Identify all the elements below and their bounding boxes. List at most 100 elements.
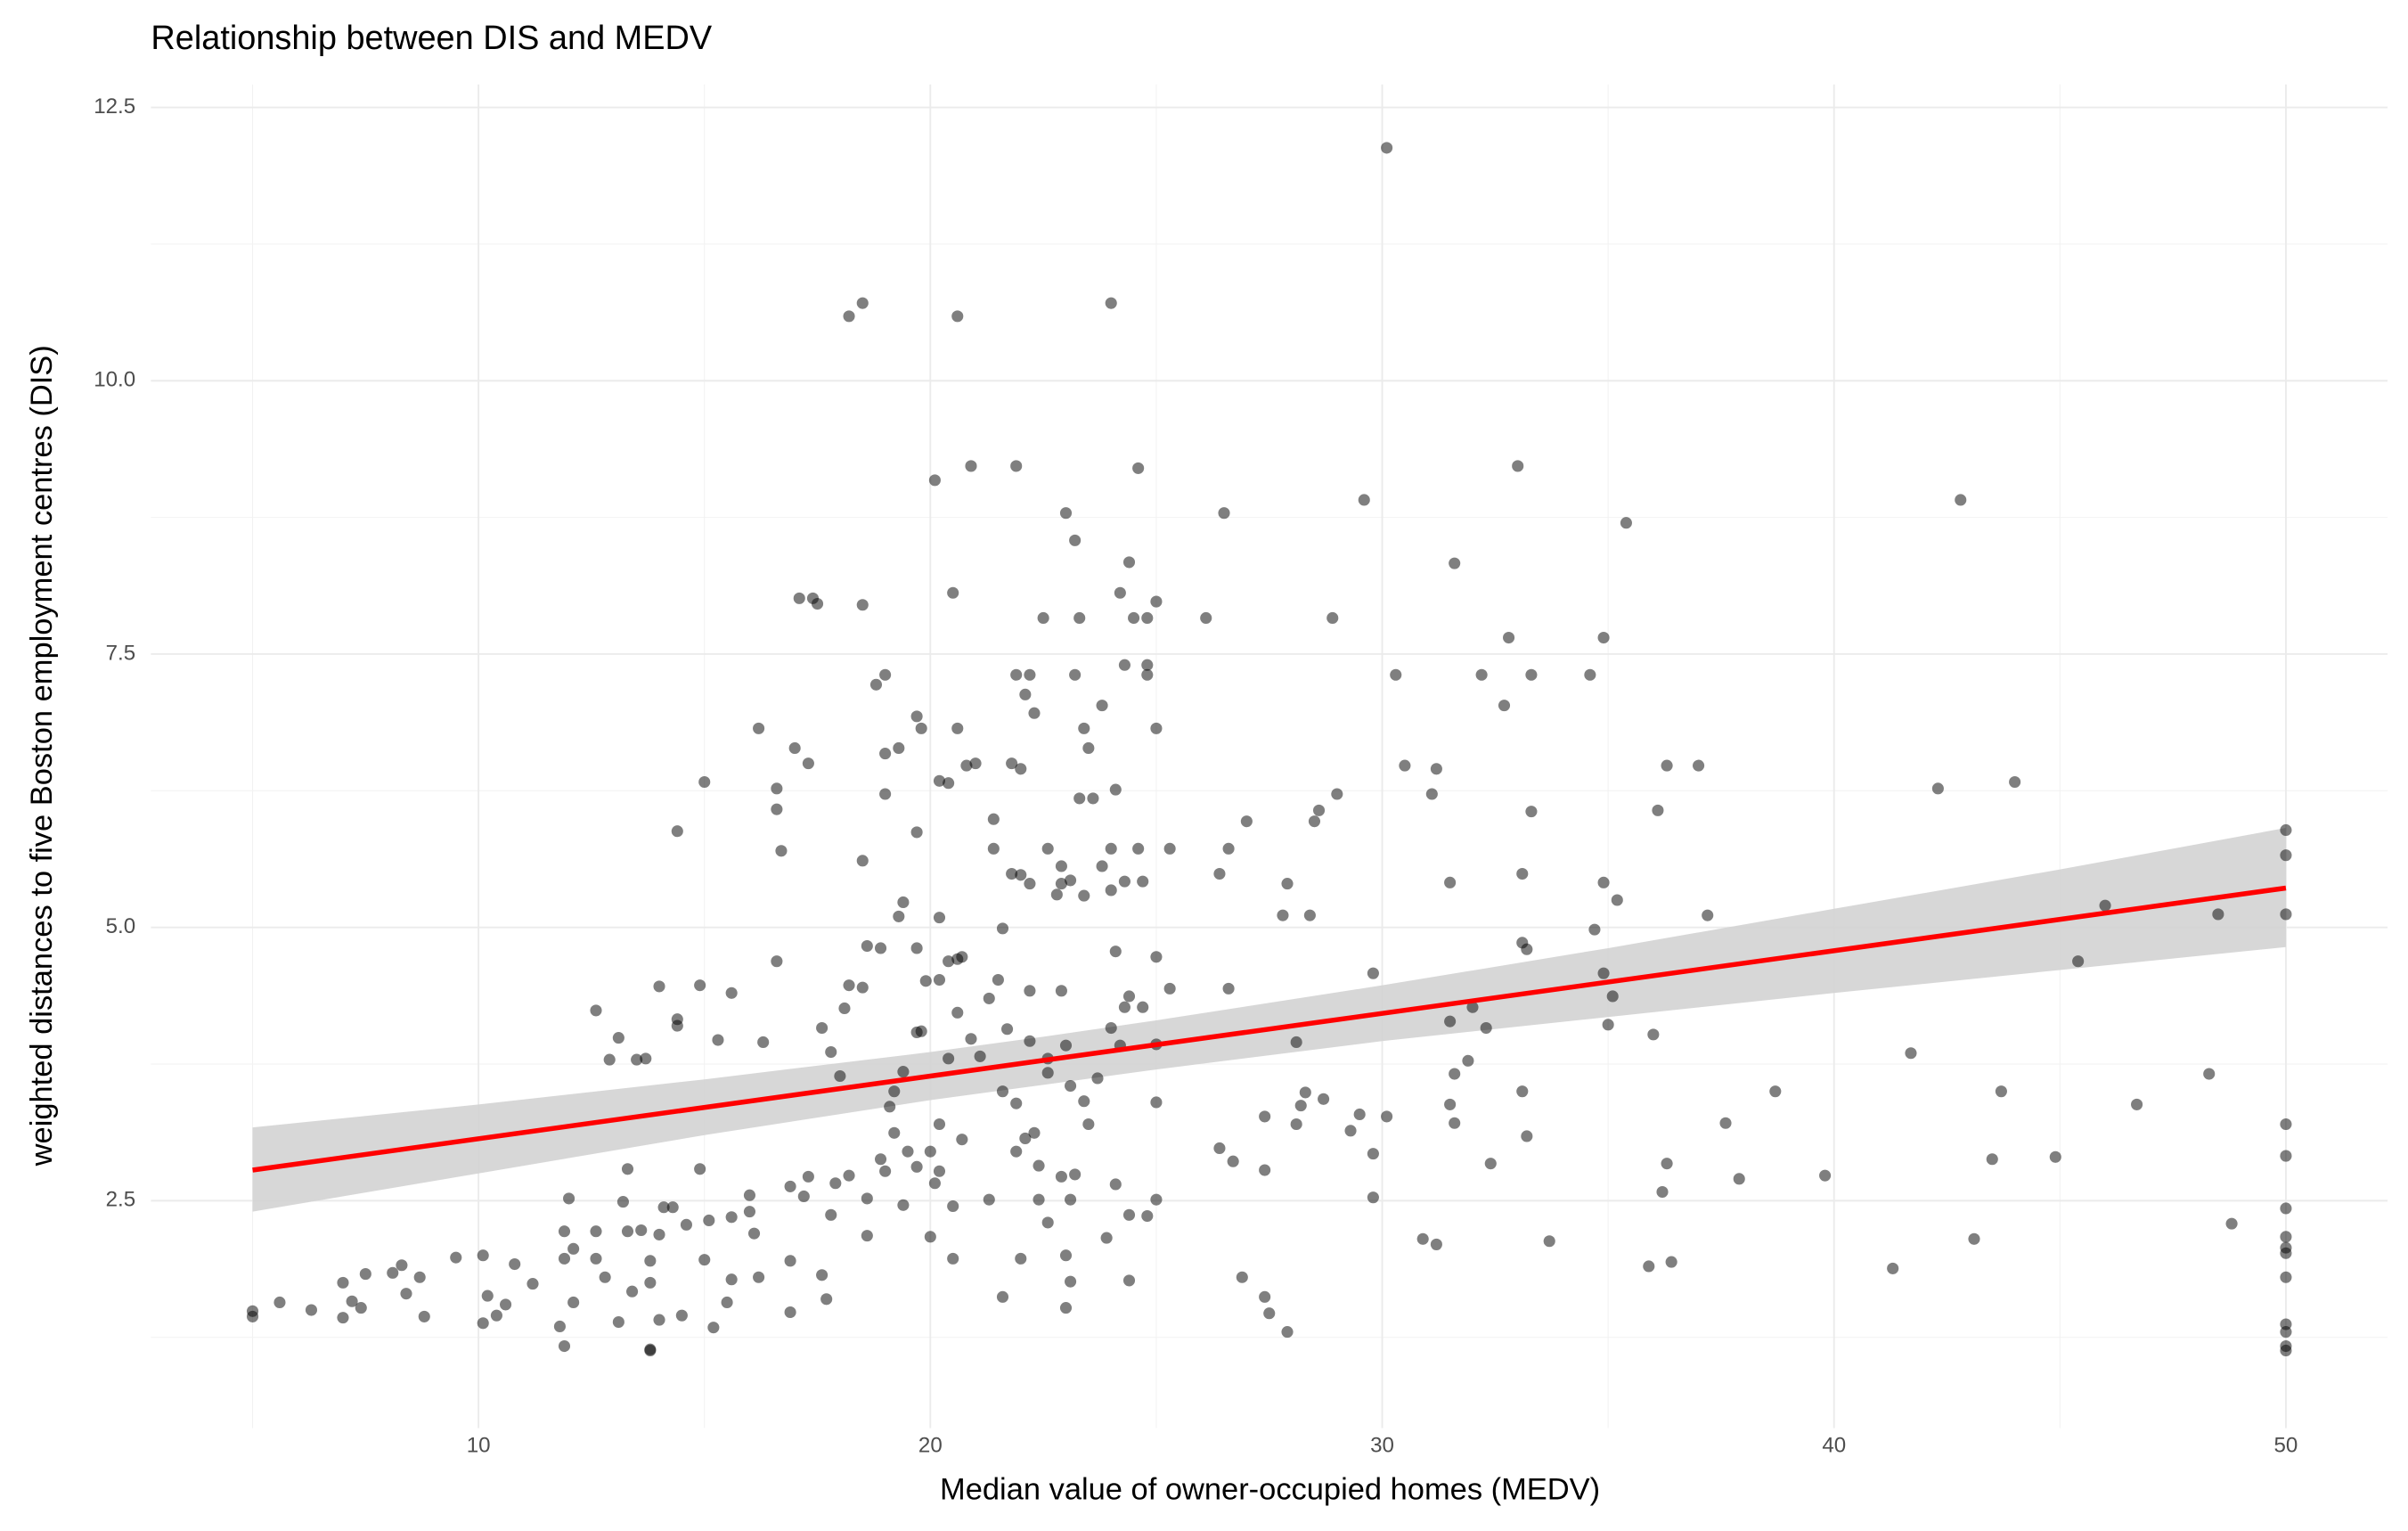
point <box>983 992 995 1004</box>
point <box>1584 668 1596 681</box>
point <box>2280 1118 2292 1131</box>
point <box>771 955 783 968</box>
point <box>635 1224 648 1237</box>
point <box>1150 1096 1163 1109</box>
point <box>1299 1086 1311 1099</box>
point <box>1150 951 1163 963</box>
point <box>653 1228 665 1240</box>
point <box>337 1312 349 1324</box>
point <box>924 1231 936 1243</box>
chart-title: Relationship between DIS and MEDV <box>151 20 712 57</box>
point <box>788 741 801 755</box>
point <box>1006 757 1018 770</box>
point <box>1073 792 1086 805</box>
point <box>1050 888 1063 901</box>
point <box>829 1177 842 1190</box>
point <box>1118 875 1131 888</box>
point <box>273 1296 286 1309</box>
point <box>943 955 955 968</box>
y-tick-label: 7.5 <box>106 641 136 665</box>
point <box>657 1201 670 1214</box>
point <box>1416 1232 1429 1245</box>
point <box>843 310 855 323</box>
point <box>631 1053 643 1066</box>
point <box>1381 142 1393 154</box>
point <box>825 1208 837 1221</box>
point <box>1430 1238 1442 1250</box>
point <box>1213 1142 1226 1155</box>
point <box>879 748 892 760</box>
point <box>553 1320 566 1333</box>
point <box>1597 967 1610 979</box>
point <box>1521 1130 1533 1142</box>
point <box>1059 507 1073 520</box>
point <box>1887 1262 1899 1274</box>
x-tick-label: 30 <box>1370 1434 1394 1458</box>
point <box>680 1218 692 1231</box>
point <box>509 1257 521 1271</box>
point <box>567 1296 580 1309</box>
point <box>2049 1150 2061 1163</box>
point <box>992 973 1004 987</box>
point <box>910 1026 923 1038</box>
point <box>960 759 973 772</box>
point <box>1290 1036 1302 1049</box>
point <box>1065 1193 1077 1206</box>
point <box>666 1201 679 1214</box>
point <box>1105 842 1117 855</box>
point <box>1006 867 1018 880</box>
point <box>725 1273 738 1286</box>
y-tick-label: 10.0 <box>94 368 135 392</box>
point <box>1055 860 1067 872</box>
point <box>1968 1232 1980 1245</box>
point <box>1986 1153 1998 1166</box>
point <box>1819 1169 1832 1182</box>
point <box>747 1227 761 1240</box>
point <box>775 845 788 857</box>
point <box>1484 1158 1497 1170</box>
point <box>1227 1155 1239 1167</box>
point <box>1141 668 1154 681</box>
point <box>1141 1209 1154 1223</box>
point <box>675 1309 688 1322</box>
point <box>1132 842 1145 855</box>
point <box>1611 894 1623 906</box>
point <box>816 1269 829 1281</box>
point <box>1449 1068 1461 1080</box>
point <box>2072 955 2085 968</box>
point <box>2280 823 2292 837</box>
point <box>1390 668 1402 681</box>
point <box>816 1021 829 1035</box>
confidence-band <box>252 828 2286 1212</box>
point <box>563 1192 575 1205</box>
point <box>933 973 946 987</box>
point <box>1444 1015 1457 1027</box>
point <box>743 1206 755 1218</box>
point <box>1222 982 1235 995</box>
point <box>861 1230 873 1242</box>
point <box>1118 659 1131 671</box>
point <box>753 722 765 734</box>
point <box>703 1214 715 1226</box>
point <box>1277 909 1289 921</box>
point <box>974 1050 986 1062</box>
point <box>626 1285 639 1298</box>
point <box>771 803 783 815</box>
point <box>1122 990 1136 1003</box>
point <box>1010 460 1023 472</box>
point <box>1425 788 1438 800</box>
point <box>943 1052 955 1065</box>
point <box>951 1006 964 1019</box>
point <box>1137 875 1149 888</box>
point <box>856 297 869 309</box>
point <box>1331 788 1343 800</box>
point <box>1308 815 1321 828</box>
point <box>1213 867 1226 880</box>
point <box>834 1069 846 1083</box>
point <box>879 668 892 681</box>
point <box>1719 1117 1732 1129</box>
point <box>1430 763 1442 775</box>
fit-layer <box>252 885 2287 1173</box>
point <box>1091 1072 1104 1085</box>
